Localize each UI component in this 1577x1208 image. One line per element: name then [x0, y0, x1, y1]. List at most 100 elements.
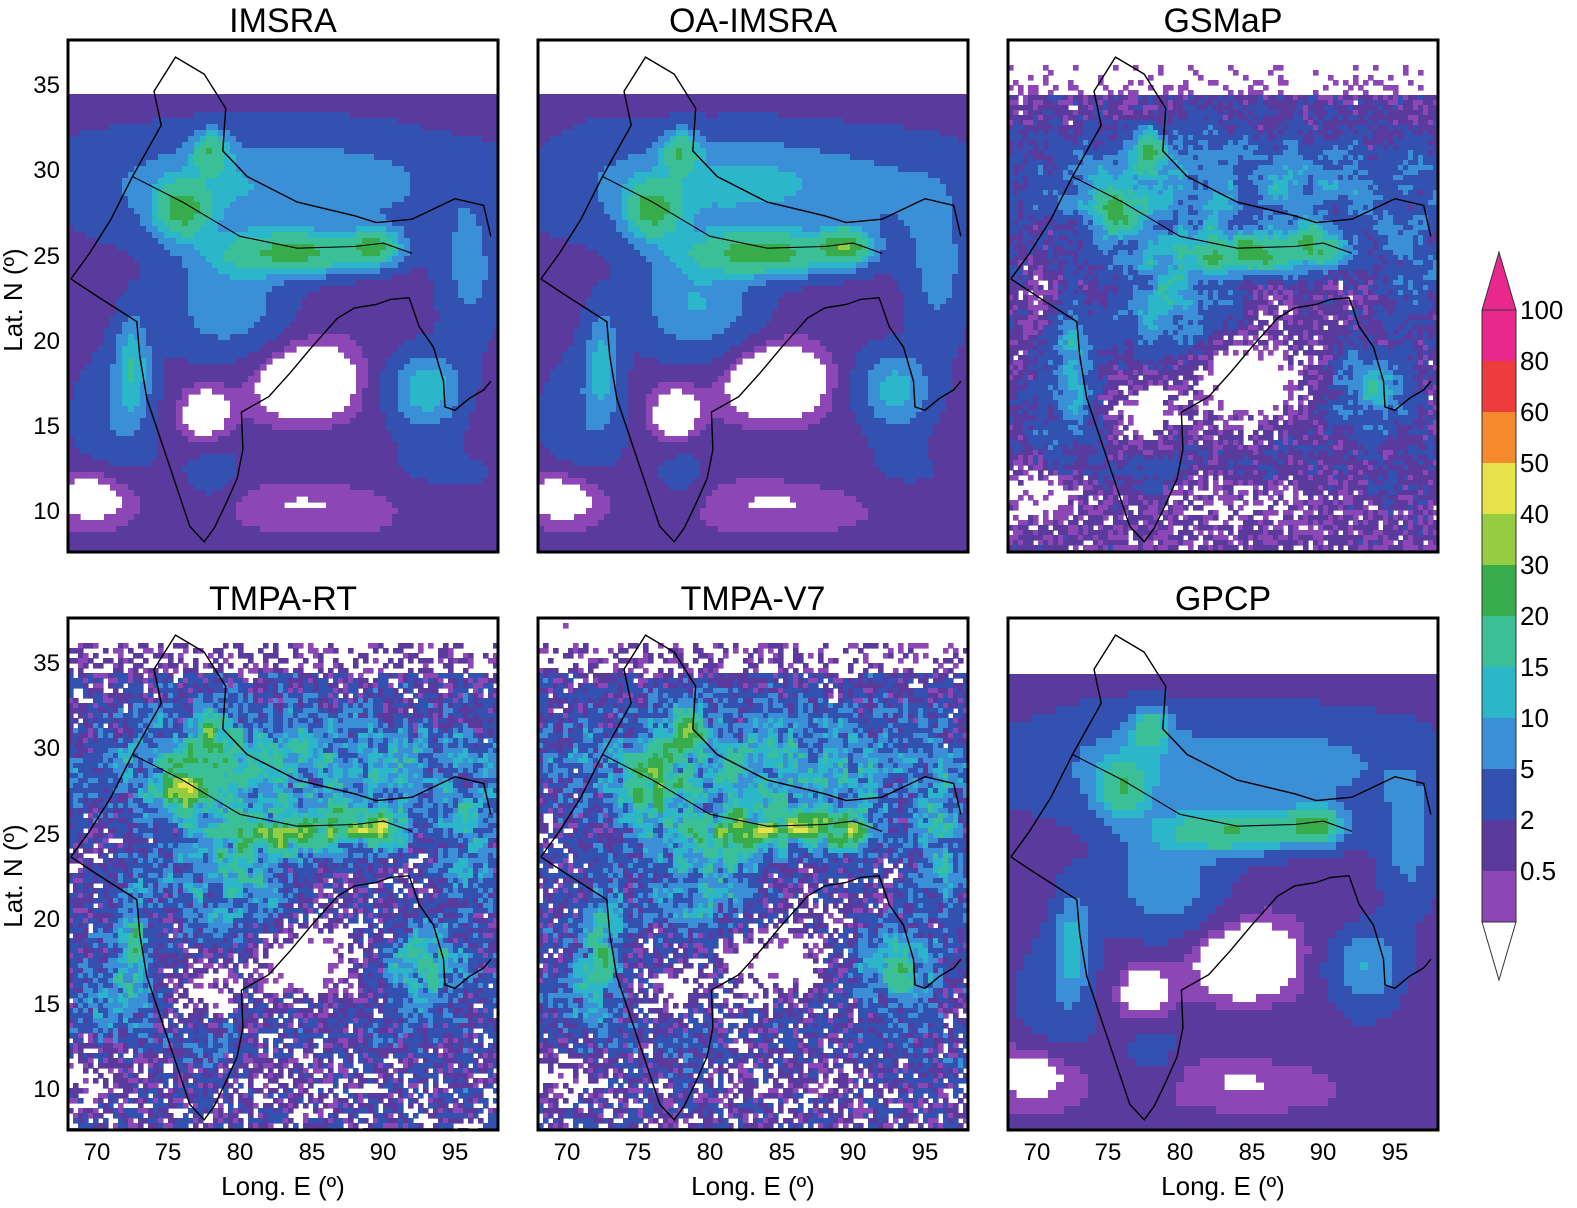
rain-cell [272, 316, 279, 323]
rain-cell [206, 364, 213, 371]
rain-cell [446, 154, 453, 161]
rain-cell [290, 100, 297, 107]
rain-cell [476, 502, 483, 509]
rain-cell [200, 448, 207, 455]
rain-cell [164, 316, 171, 323]
rain-cell [86, 412, 93, 419]
rain-cell [440, 334, 447, 341]
rain-cell [440, 274, 447, 281]
rain-cell [170, 154, 177, 161]
rain-cell [446, 118, 453, 125]
rain-cell [374, 508, 381, 515]
rain-cell [272, 136, 279, 143]
rain-cell [314, 238, 321, 245]
rain-cell [218, 232, 225, 239]
rain-cell [290, 184, 297, 191]
rain-cell [344, 490, 351, 497]
rain-cell [398, 154, 405, 161]
rain-cell [200, 352, 207, 359]
rain-cell [338, 334, 345, 341]
rain-cell [182, 454, 189, 461]
rain-cell [308, 310, 315, 317]
rain-cell [416, 490, 423, 497]
rain-cell [212, 106, 219, 113]
rain-cell [110, 262, 117, 269]
rain-cell [470, 274, 477, 281]
rain-cell [236, 178, 243, 185]
rain-cell [272, 448, 279, 455]
rain-cell [122, 502, 129, 509]
rain-cell [494, 340, 498, 347]
rain-cell [458, 460, 465, 467]
rain-cell [374, 496, 381, 503]
rain-cell [182, 262, 189, 269]
rain-cell [314, 478, 321, 485]
rain-cell [176, 412, 183, 419]
rain-cell [470, 508, 477, 515]
rain-cell [230, 178, 237, 185]
rain-cell [158, 208, 165, 215]
rain-cell [170, 442, 177, 449]
rain-cell [422, 310, 429, 317]
rain-cell [224, 196, 231, 203]
rain-cell [380, 190, 387, 197]
rain-cell [230, 208, 237, 215]
rain-cell [104, 526, 111, 533]
rain-cell [254, 514, 261, 521]
rain-cell [356, 316, 363, 323]
rain-cell [110, 184, 117, 191]
rain-cell [362, 364, 369, 371]
rain-cell [224, 376, 231, 383]
rain-cell [122, 202, 129, 209]
rain-cell [476, 160, 483, 167]
rain-cell [140, 436, 147, 443]
rain-cell [326, 502, 333, 509]
rain-cell [332, 250, 339, 257]
rain-cell [476, 106, 483, 113]
rain-cell [128, 442, 135, 449]
rain-cell [314, 490, 321, 497]
rain-cell [104, 238, 111, 245]
rain-cell [248, 472, 255, 479]
rain-cell [68, 268, 75, 275]
rain-cell [350, 436, 357, 443]
rain-cell [146, 202, 153, 209]
rain-cell [380, 400, 387, 407]
rain-cell [74, 328, 81, 335]
rain-cell [488, 448, 495, 455]
rain-cell [434, 388, 441, 395]
rain-cell [374, 448, 381, 455]
rain-cell [446, 184, 453, 191]
rain-cell [452, 226, 459, 233]
rain-cell [332, 496, 339, 503]
rain-cell [128, 274, 135, 281]
rain-cell [104, 286, 111, 293]
rain-cell [356, 406, 363, 413]
rain-cell [380, 160, 387, 167]
rain-cell [104, 400, 111, 407]
rain-cell [488, 94, 495, 101]
rain-cell [488, 160, 495, 167]
rain-cell [482, 268, 489, 275]
rain-cell [410, 262, 417, 269]
rain-cell [314, 214, 321, 221]
rain-cell [146, 268, 153, 275]
rain-cell [344, 184, 351, 191]
rain-cell [248, 442, 255, 449]
rain-cell [416, 346, 423, 353]
rain-cell [488, 400, 495, 407]
rain-cell [416, 280, 423, 287]
rain-cell [308, 490, 315, 497]
rain-cell [362, 106, 369, 113]
rain-cell [344, 334, 351, 341]
rain-cell [164, 100, 171, 107]
rain-cell [98, 184, 105, 191]
rain-cell [116, 178, 123, 185]
rain-cell [266, 232, 273, 239]
rain-cell [296, 160, 303, 167]
rain-cell [182, 268, 189, 275]
rain-cell [308, 166, 315, 173]
rain-cell [260, 358, 267, 365]
rain-cell [494, 394, 498, 401]
rain-cell [182, 280, 189, 287]
